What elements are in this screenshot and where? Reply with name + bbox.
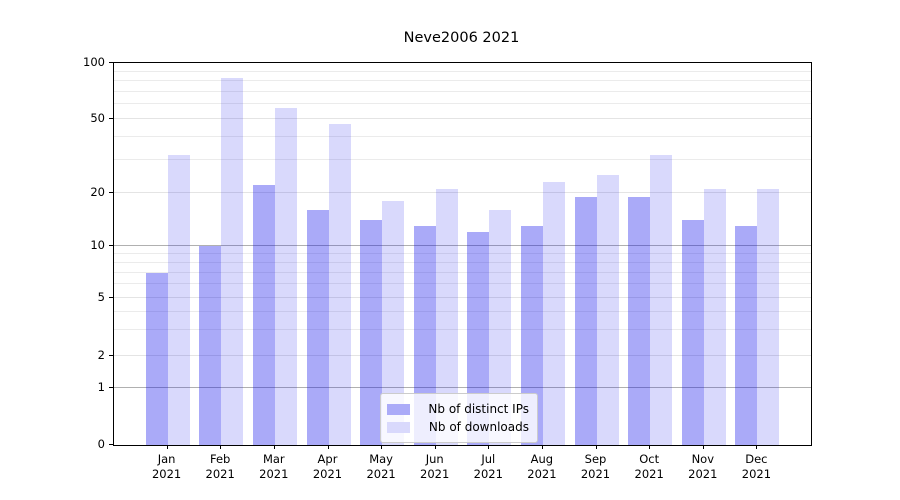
x-tick-mark	[649, 445, 651, 449]
bar-downloads-mar	[274, 108, 297, 445]
gridline	[114, 159, 811, 161]
gridline	[114, 297, 811, 298]
legend-label-distinct-ips: Nb of distinct IPs	[428, 402, 529, 416]
gridline	[114, 118, 811, 119]
x-tick-mark	[595, 445, 597, 449]
gridline	[114, 192, 811, 193]
y-tick-mark	[109, 444, 113, 445]
y-tick-label: 1	[97, 380, 105, 394]
bar-downloads-aug	[542, 181, 565, 445]
x-tick-label: Jan 2021	[151, 452, 182, 481]
bar-distinct-ips-sep	[574, 196, 597, 445]
bar-distinct-ips-oct	[628, 196, 651, 445]
x-tick-mark	[434, 445, 436, 449]
y-tick-mark	[109, 297, 113, 298]
x-tick-label: May 2021	[366, 452, 396, 481]
y-tick-mark	[109, 387, 113, 388]
gridline	[114, 80, 811, 81]
bar-downloads-sep	[596, 175, 619, 445]
x-tick-label: Jun 2021	[420, 452, 450, 481]
gridline	[114, 261, 811, 263]
x-tick-label: Mar 2021	[259, 452, 289, 481]
bar-distinct-ips-jun	[413, 225, 436, 445]
bar-downloads-jan	[167, 155, 190, 445]
x-tick-label: Apr 2021	[312, 452, 343, 481]
x-tick-label: Sep 2021	[580, 452, 611, 481]
x-tick-mark	[702, 445, 704, 449]
bar-downloads-may	[382, 201, 405, 445]
y-tick-label: 100	[83, 55, 105, 69]
bar-downloads-feb	[221, 78, 244, 445]
legend-swatch-distinct-ips	[387, 403, 410, 415]
x-tick-label: Oct 2021	[634, 452, 664, 481]
bar-distinct-ips-feb	[199, 246, 222, 445]
gridline	[114, 245, 811, 246]
bar-downloads-dec	[757, 189, 780, 445]
bar-distinct-ips-jan	[145, 272, 168, 445]
legend-label-downloads: Nb of downloads	[428, 420, 529, 434]
x-tick-mark	[488, 445, 490, 449]
bar-distinct-ips-aug	[520, 225, 543, 445]
legend-item-downloads: Nb of downloads	[387, 418, 529, 436]
y-tick-mark	[109, 245, 113, 246]
chart-title: Neve2006 2021	[403, 30, 520, 46]
y-tick-mark	[109, 118, 113, 119]
legend: Nb of distinct IPs Nb of downloads	[380, 393, 538, 443]
bar-distinct-ips-apr	[306, 210, 329, 445]
x-tick-label: Aug 2021	[527, 452, 557, 481]
bar-distinct-ips-nov	[681, 220, 704, 445]
x-tick-mark	[220, 445, 222, 449]
gridline	[114, 355, 811, 356]
gridline	[114, 90, 811, 92]
y-tick-label: 10	[90, 238, 105, 252]
y-tick-label: 0	[97, 437, 105, 451]
gridline	[114, 387, 811, 388]
bar-downloads-jul	[489, 210, 512, 445]
x-tick-label: Feb 2021	[205, 452, 235, 481]
y-tick-label: 20	[90, 185, 105, 199]
legend-item-distinct-ips: Nb of distinct IPs	[387, 400, 529, 418]
y-tick-mark	[109, 192, 113, 193]
plot-area: Nb of distinct IPs Nb of downloads	[113, 62, 812, 446]
x-tick-label: Nov 2021	[688, 452, 718, 481]
bar-distinct-ips-dec	[735, 225, 758, 445]
y-tick-label: 2	[97, 348, 105, 362]
gridline	[114, 136, 811, 137]
gridline	[114, 103, 811, 105]
bar-distinct-ips-mar	[252, 185, 275, 445]
bar-downloads-apr	[328, 124, 351, 445]
gridline	[114, 329, 811, 331]
legend-swatch-downloads	[387, 421, 410, 433]
x-tick-label: Dec 2021	[741, 452, 772, 481]
gridline	[114, 271, 811, 273]
bar-downloads-nov	[703, 189, 726, 445]
x-tick-mark	[166, 445, 168, 449]
x-tick-label: Jul 2021	[473, 452, 503, 481]
x-tick-mark	[381, 445, 383, 449]
x-tick-mark	[327, 445, 329, 449]
gridline	[114, 311, 811, 313]
bar-distinct-ips-jul	[467, 232, 490, 445]
gridline	[114, 283, 811, 285]
x-tick-mark	[541, 445, 543, 449]
y-tick-label: 50	[90, 111, 105, 125]
y-tick-mark	[109, 62, 113, 63]
x-tick-mark	[756, 445, 758, 449]
x-tick-mark	[273, 445, 275, 449]
gridline	[114, 252, 811, 254]
y-tick-mark	[109, 355, 113, 356]
bar-distinct-ips-may	[360, 220, 383, 445]
bar-downloads-oct	[650, 155, 673, 445]
y-tick-label: 5	[97, 290, 105, 304]
bar-downloads-jun	[435, 189, 458, 445]
gridline	[114, 70, 811, 72]
